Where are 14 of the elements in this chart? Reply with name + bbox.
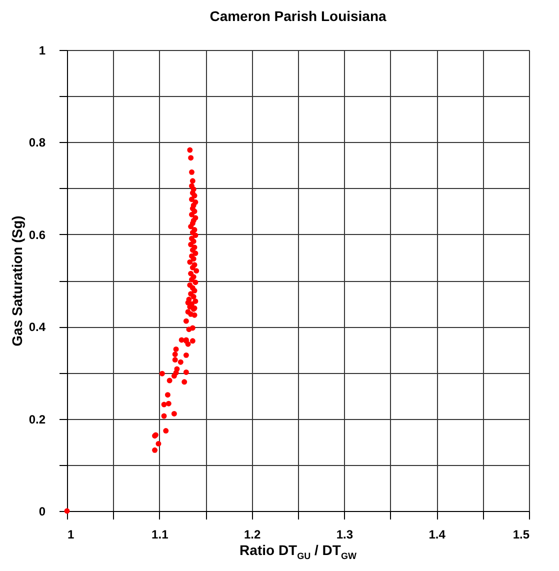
- y-tick-label: 0.6: [28, 228, 46, 242]
- y-tick-label: 0.8: [28, 136, 46, 150]
- y-tick-label: 0: [38, 504, 46, 518]
- x-tick-label: 1.5: [512, 528, 530, 542]
- y-axis-title: Gas Saturation (Sg): [8, 216, 25, 346]
- x-tick-label: 1.1: [152, 528, 169, 542]
- y-tick-label: 1: [38, 44, 46, 58]
- x-tick-label: 1: [68, 528, 74, 542]
- y-tick-label: 0.4: [28, 320, 46, 334]
- y-tick-label: 0.2: [28, 412, 46, 426]
- x-tick-label: 1.2: [244, 528, 261, 542]
- chart-title: Cameron Parish Louisiana: [210, 8, 387, 24]
- x-tick-label: 1.3: [336, 528, 354, 542]
- x-tick-label: 1.4: [428, 528, 446, 542]
